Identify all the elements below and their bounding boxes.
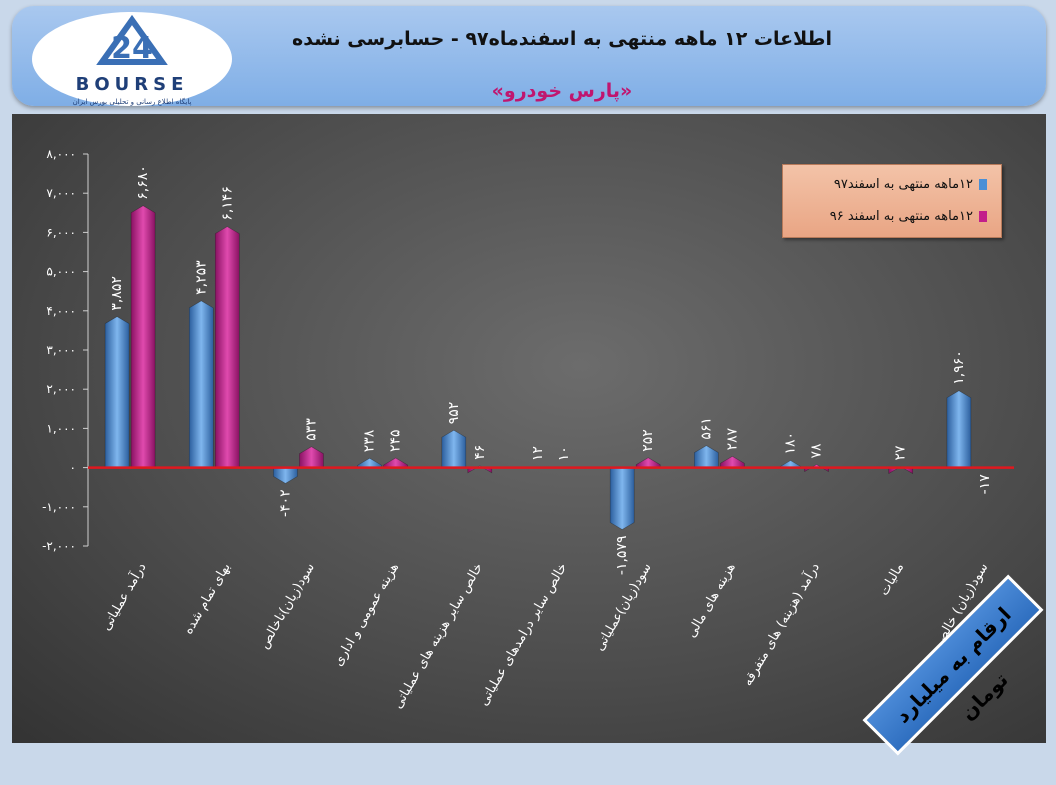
x-tick-label: خالص سایر هزینه های عملیاتی — [391, 561, 487, 712]
y-tick-label: ۳,۰۰۰ — [46, 343, 76, 357]
x-tick-label: مالیات — [877, 561, 907, 599]
legend-item-96: ۱۲ماهه منتهی به اسفند ۹۶ — [787, 209, 987, 224]
x-tick-label: درآمد (هزینه) های متفرقه — [739, 559, 824, 688]
data-label: -۱۷ — [977, 474, 993, 495]
bar — [720, 456, 745, 468]
bar — [946, 390, 972, 468]
y-tick-label: ۵,۰۰۰ — [46, 265, 76, 279]
data-label: ۲۸۷ — [724, 427, 740, 450]
y-tick-label: -۲,۰۰۰ — [42, 539, 76, 553]
bar — [130, 205, 156, 468]
y-tick-label: ۴,۰۰۰ — [46, 304, 76, 318]
data-label: ۱,۹۶۰ — [951, 350, 967, 385]
svg-text:24: 24 — [111, 31, 153, 66]
bar — [635, 457, 661, 468]
data-label: ۲۷ — [893, 445, 909, 461]
page-title: اطلاعات ۱۲ ماهه منتهی به اسفندماه۹۷ - حس… — [292, 28, 832, 50]
legend-label-97: ۱۲ماهه منتهی به اسفند۹۷ — [833, 177, 973, 192]
legend-label-96: ۱۲ماهه منتهی به اسفند ۹۶ — [829, 209, 973, 224]
logo-name: BOURSE — [75, 74, 189, 95]
logo-subtitle: پایگاه اطلاع رسانی و تحلیلی بورس ایران — [72, 98, 192, 106]
data-label: ۱۸۰ — [783, 432, 799, 455]
legend-swatch-magenta — [979, 211, 987, 222]
bar — [104, 316, 130, 468]
data-label: -۴۰۲ — [277, 489, 293, 517]
y-tick-label: ۶,۰۰۰ — [46, 225, 76, 239]
data-label: ۳,۸۵۲ — [109, 276, 125, 311]
bar — [694, 445, 719, 468]
x-tick-label: درآمد عملیاتی — [97, 559, 150, 633]
bar — [441, 429, 467, 468]
data-label: ۱۲ — [530, 446, 546, 461]
logo-mark-icon: 24 — [96, 14, 168, 66]
data-label: ۶,۶۸۰ — [135, 165, 151, 200]
data-label: ۵۳۳ — [303, 418, 319, 441]
data-label: ۹۵۲ — [446, 402, 462, 425]
data-label: ۲۳۸ — [362, 429, 378, 452]
y-tick-label: ۱,۰۰۰ — [46, 421, 76, 435]
bar — [357, 457, 382, 468]
bourse-logo: 24 BOURSE پایگاه اطلاع رسانی و تحلیلی بو… — [32, 12, 232, 106]
data-label: ۱۰ — [556, 446, 572, 461]
y-tick-label: -۱,۰۰۰ — [42, 500, 76, 514]
data-label: ۷۸ — [809, 443, 825, 459]
y-tick-label: ۲,۰۰۰ — [46, 382, 76, 396]
bar — [188, 300, 214, 468]
company-name: «پارس خودرو» — [491, 80, 633, 102]
y-tick-label: ۷,۰۰۰ — [46, 186, 76, 200]
data-label: ۲۴۵ — [388, 429, 404, 452]
x-tick-label: هزینه عمومی و اداری — [331, 560, 402, 668]
legend-item-97: ۱۲ماهه منتهی به اسفند۹۷ — [787, 177, 987, 192]
y-tick-label: ۰ — [70, 461, 76, 475]
x-tick-label: بهای تمام شده — [181, 561, 234, 638]
data-label: ۲۵۲ — [640, 429, 656, 452]
data-label: ۴,۲۵۳ — [193, 260, 209, 295]
x-tick-label: هزینه های مالی — [684, 560, 739, 640]
data-label: ۴۶ — [472, 445, 488, 460]
bar — [383, 457, 408, 468]
legend-swatch-blue — [979, 179, 987, 190]
data-label: -۱,۵۷۹ — [614, 535, 630, 575]
data-label: ۵۶۱ — [698, 417, 714, 440]
bar — [273, 467, 298, 484]
bar — [609, 467, 635, 530]
data-label: ۶,۱۴۶ — [219, 186, 235, 221]
bar — [214, 226, 240, 468]
chart-legend: ۱۲ماهه منتهی به اسفند۹۷ ۱۲ماهه منتهی به … — [782, 164, 1002, 238]
x-tick-label: سود(زیان)ناخالص — [257, 561, 318, 652]
header-panel: 24 BOURSE پایگاه اطلاع رسانی و تحلیلی بو… — [12, 6, 1046, 106]
bar-chart: -۲,۰۰۰ -۱,۰۰۰ ۰ ۱,۰۰۰ ۲,۰۰۰ ۳,۰۰۰ ۴,۰۰۰ ۵,۰۰۰ ۶,… — [42, 147, 1014, 712]
bar — [299, 446, 324, 468]
x-tick-label: خالص سایر درامدهای عملیاتی — [476, 561, 570, 709]
y-tick-label: ۸,۰۰۰ — [46, 147, 76, 161]
